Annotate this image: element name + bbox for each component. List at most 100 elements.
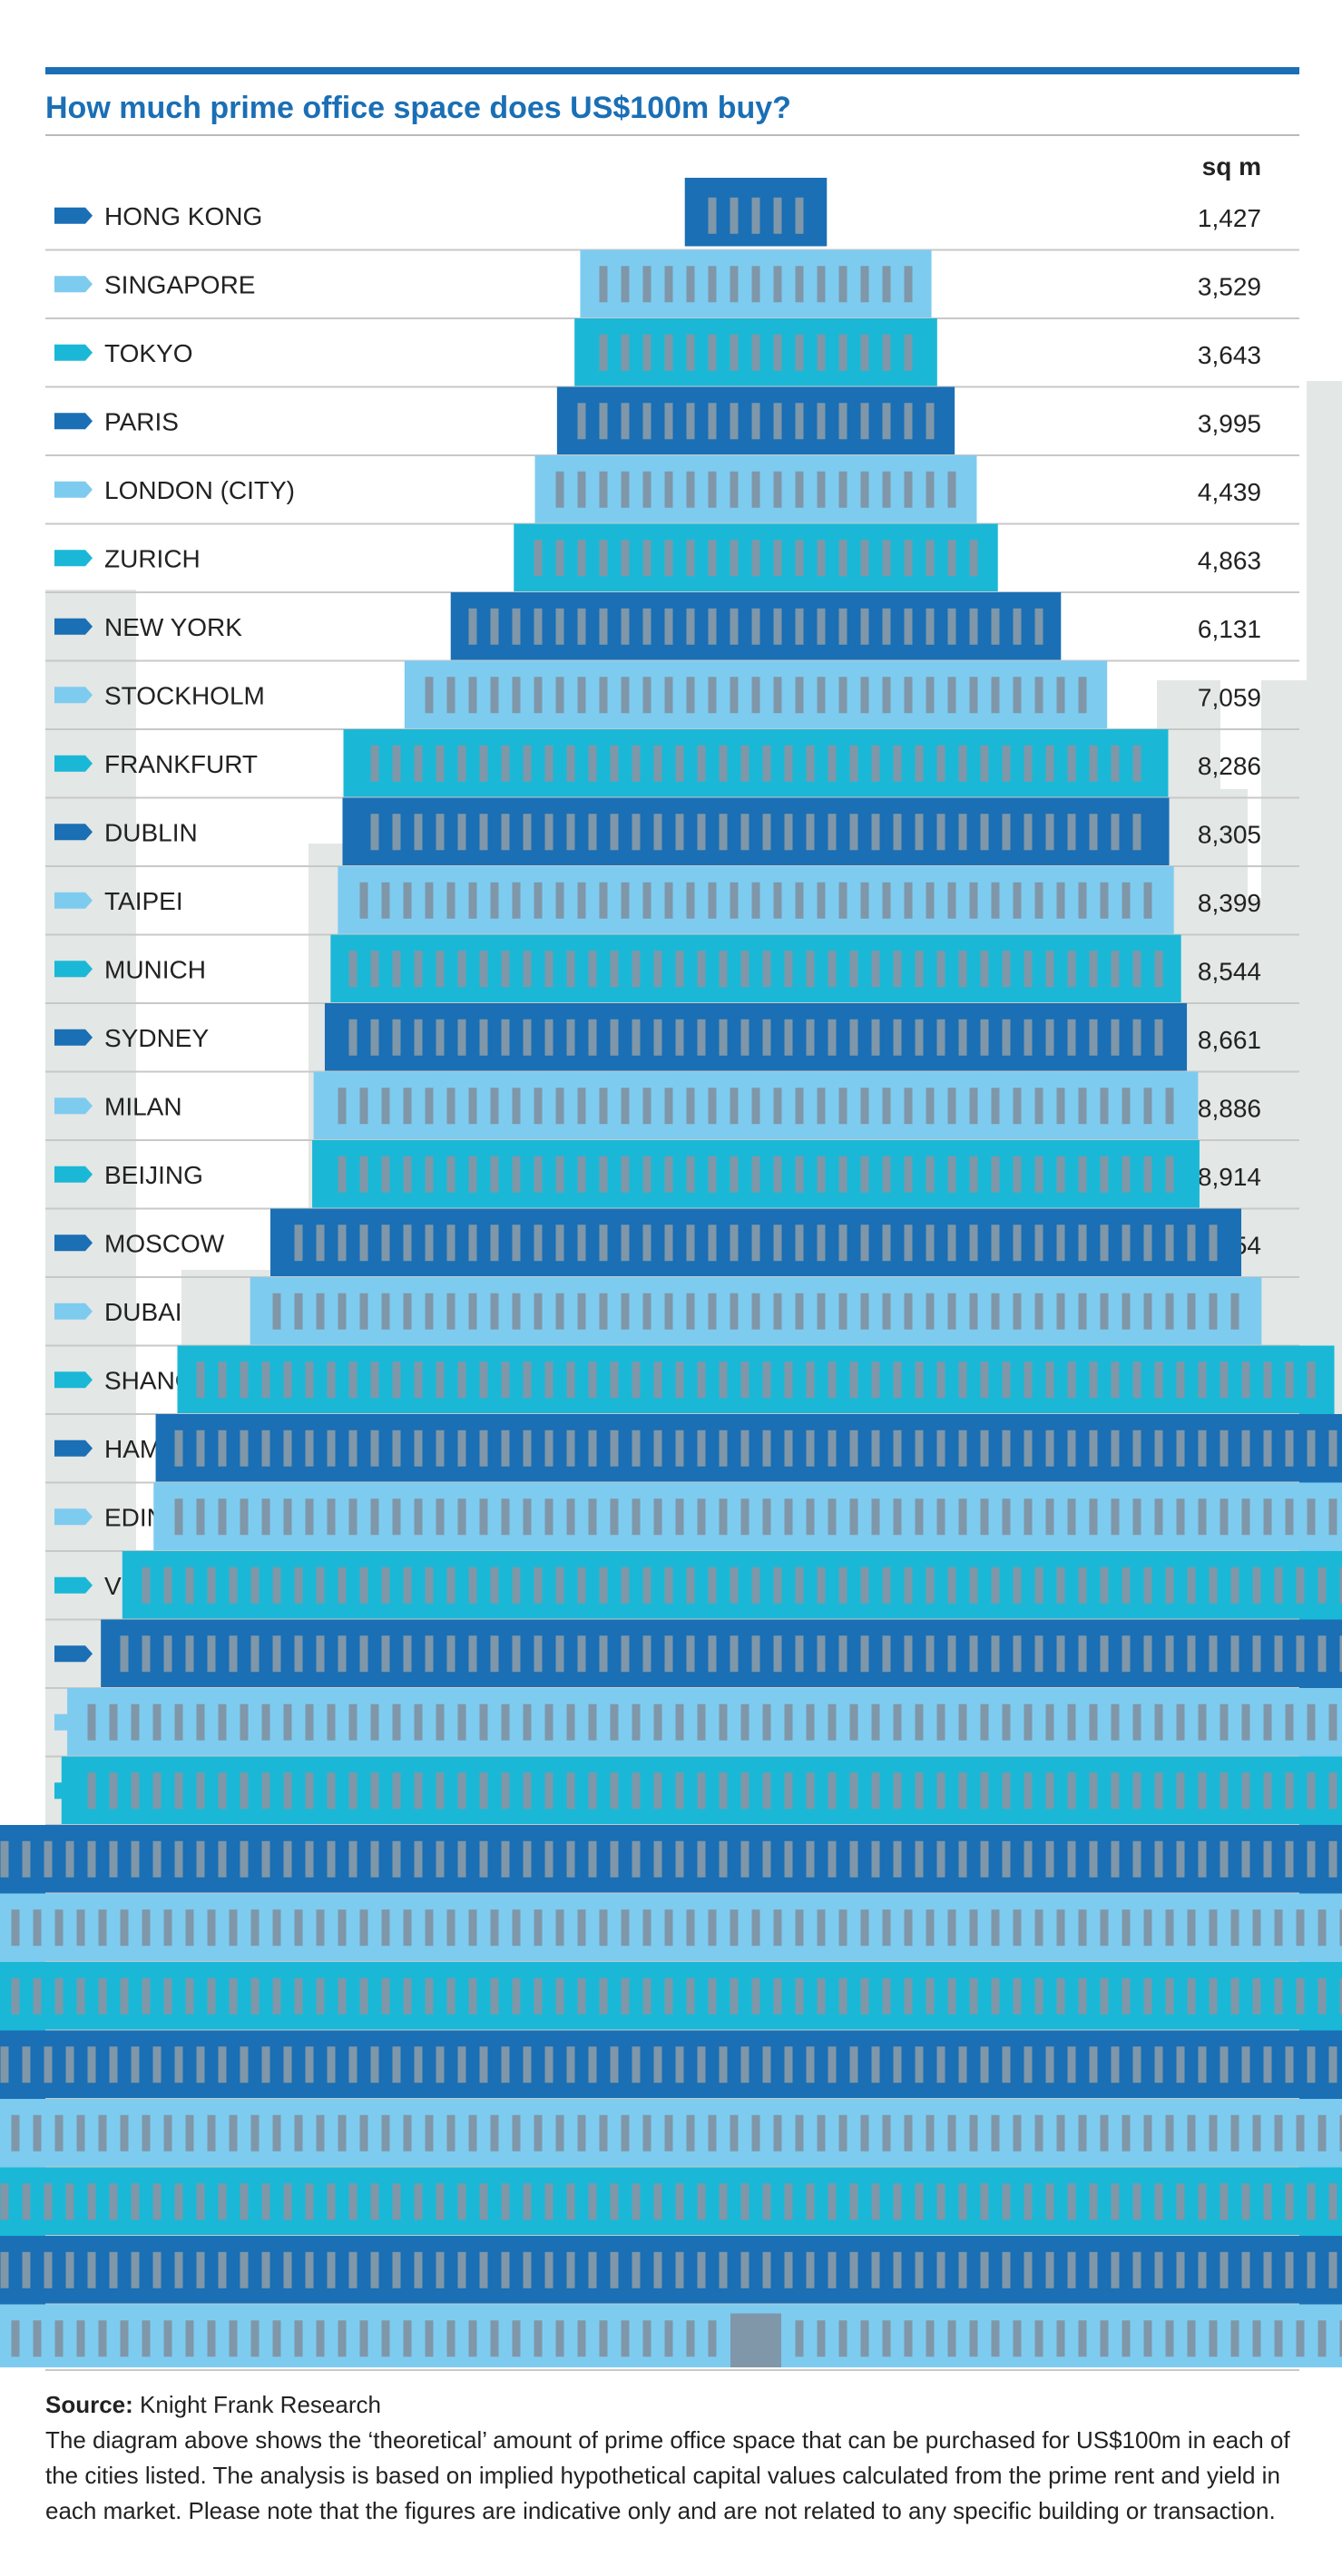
bar-window bbox=[1045, 2046, 1054, 2083]
bar-window bbox=[1307, 2251, 1316, 2288]
city-marker-icon bbox=[54, 1439, 93, 1457]
bar-window bbox=[414, 1703, 423, 1741]
bar-window bbox=[1198, 1498, 1207, 1536]
bar-window bbox=[1252, 2114, 1261, 2152]
bar-window bbox=[425, 1088, 434, 1125]
bar-window bbox=[675, 814, 684, 851]
bar-window bbox=[316, 1909, 325, 1947]
bar-window bbox=[131, 1703, 140, 1741]
bar-window bbox=[142, 1977, 151, 2015]
bar-window bbox=[185, 2114, 194, 2152]
bar-window bbox=[838, 608, 847, 645]
bar-window bbox=[1132, 951, 1141, 988]
bar-window bbox=[740, 1429, 749, 1467]
bar-window bbox=[653, 1498, 662, 1536]
bar-window bbox=[926, 1088, 935, 1125]
bar-window bbox=[98, 2114, 107, 2152]
bar-window bbox=[882, 471, 891, 508]
bar-window bbox=[1154, 2046, 1163, 2083]
bar-window bbox=[272, 1909, 281, 1947]
bar-window bbox=[1100, 1566, 1109, 1604]
bar-window bbox=[120, 1635, 129, 1673]
bar-window bbox=[871, 951, 880, 988]
bar-window bbox=[229, 1909, 238, 1947]
bar-window bbox=[947, 1909, 956, 1947]
bar-window bbox=[425, 1635, 434, 1673]
bar-window bbox=[1154, 2251, 1163, 2288]
bar-window bbox=[686, 882, 695, 919]
bar-window bbox=[773, 1909, 782, 1947]
bar-window bbox=[1067, 951, 1076, 988]
bar-window bbox=[348, 1019, 358, 1056]
bar-window bbox=[1024, 1498, 1033, 1536]
bar-window bbox=[392, 1703, 401, 1741]
bar-window bbox=[512, 1977, 521, 2015]
bar-window bbox=[969, 1566, 978, 1604]
bar-window bbox=[87, 1703, 96, 1741]
bar-window bbox=[708, 1635, 717, 1673]
bar-window bbox=[490, 608, 499, 645]
bar-window bbox=[566, 2183, 575, 2220]
bar-window bbox=[218, 1361, 227, 1399]
bar-window bbox=[425, 1225, 434, 1262]
bar-window bbox=[708, 197, 717, 234]
bar-window bbox=[762, 814, 771, 851]
bar-window bbox=[980, 1019, 989, 1056]
bar-window bbox=[915, 2183, 924, 2220]
bar-window bbox=[762, 745, 771, 782]
bar-window bbox=[577, 403, 586, 440]
bar-window bbox=[882, 1566, 891, 1604]
bar-window bbox=[1002, 1498, 1011, 1536]
bar-window bbox=[501, 2251, 510, 2288]
bar-window bbox=[991, 1225, 1000, 1262]
bar-window bbox=[806, 745, 815, 782]
bar-window bbox=[1263, 1498, 1272, 1536]
bar-window bbox=[577, 1088, 586, 1125]
bar-window bbox=[893, 1772, 902, 1810]
bar-window bbox=[719, 2183, 728, 2220]
bar-window bbox=[120, 2114, 129, 2152]
bar-window bbox=[773, 471, 782, 508]
title-accent-bar bbox=[45, 67, 1299, 74]
bar-window bbox=[632, 1772, 641, 1810]
bar-window bbox=[272, 1566, 281, 1604]
bar-window bbox=[1100, 1977, 1109, 2015]
bar-window bbox=[860, 1088, 869, 1125]
bar-window bbox=[795, 608, 804, 645]
bar-window bbox=[936, 951, 945, 988]
bar-window bbox=[76, 1909, 85, 1947]
bar-window bbox=[599, 1225, 608, 1262]
bar-window bbox=[860, 882, 869, 919]
bar-window bbox=[566, 1703, 575, 1741]
bar-window bbox=[283, 1772, 292, 1810]
bar-window bbox=[751, 1156, 760, 1193]
bar-window bbox=[915, 745, 924, 782]
bar-window bbox=[1187, 1977, 1196, 2015]
bar-window bbox=[544, 1840, 553, 1878]
bar-window bbox=[936, 814, 945, 851]
bar-window bbox=[664, 540, 673, 577]
bar-window bbox=[926, 403, 935, 440]
bar-window bbox=[207, 1566, 216, 1604]
bar-window bbox=[1132, 2251, 1141, 2288]
bar-window bbox=[446, 1225, 455, 1262]
bar-window bbox=[719, 1361, 728, 1399]
bar-window bbox=[1067, 2251, 1076, 2288]
bar-window bbox=[969, 1635, 978, 1673]
bar-window bbox=[653, 1840, 662, 1878]
bar-window bbox=[403, 1293, 412, 1330]
bar-window bbox=[947, 1156, 956, 1193]
tower-chart: HONG KONG 1,427 SINGAPORE 3,529 TOKYO 3,643 PA… bbox=[0, 178, 1342, 2371]
bar-window bbox=[425, 1977, 434, 2015]
bar-window bbox=[109, 2183, 118, 2220]
bar-window bbox=[1024, 1429, 1033, 1467]
bar-window bbox=[338, 1909, 347, 1947]
bar-window bbox=[1187, 1566, 1196, 1604]
bar-window bbox=[403, 1225, 412, 1262]
bar-window bbox=[849, 1361, 858, 1399]
bar-window bbox=[468, 1977, 477, 2015]
bar-window bbox=[806, 951, 815, 988]
bar-window bbox=[501, 951, 510, 988]
bar-window bbox=[1024, 2046, 1033, 2083]
bar-window bbox=[1002, 2046, 1011, 2083]
